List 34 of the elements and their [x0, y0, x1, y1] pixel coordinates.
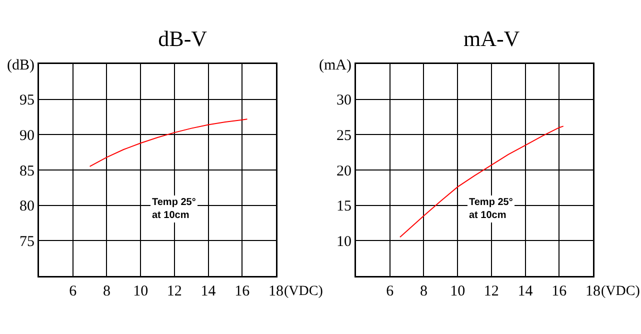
y-tick-label: (mA): [319, 57, 352, 74]
y-tick-label: 10: [336, 234, 352, 250]
x-tick-label: 18: [268, 284, 284, 300]
y-tick-label: 75: [20, 234, 34, 250]
x-axis-title: (VDC): [601, 284, 640, 299]
y-tick-label: 80: [20, 198, 34, 215]
x-tick-label: 18: [586, 284, 600, 300]
chart-title: dB-V: [158, 26, 208, 52]
y-tick-label: 90: [20, 128, 34, 144]
annotation: Temp 25° at 10cm: [152, 197, 196, 221]
y-tick-label: 95: [20, 92, 34, 109]
y-tick-label: 30: [336, 92, 352, 109]
y-tick-label: 20: [336, 163, 352, 180]
x-tick-label: 10: [450, 284, 466, 300]
x-tick-label: 16: [552, 284, 568, 300]
x-tick-label: 14: [200, 284, 216, 300]
y-tick-label: 25: [336, 128, 352, 144]
y-tick-label: (dB): [7, 57, 34, 74]
x-tick-label: 6: [386, 284, 394, 300]
x-axis-title: (VDC): [284, 284, 324, 299]
x-tick-label: 12: [166, 284, 182, 300]
y-tick-label: 15: [336, 198, 352, 215]
x-tick-label: 8: [102, 284, 110, 300]
annotation: Temp 25° at 10cm: [469, 197, 513, 221]
x-tick-label: 14: [518, 284, 534, 300]
y-tick-label: 85: [20, 163, 34, 180]
line-series: [89, 118, 248, 167]
x-tick-label: 8: [420, 284, 428, 300]
chart-title: mA-V: [463, 26, 520, 52]
x-tick-label: 12: [484, 284, 499, 300]
x-tick-label: 6: [69, 284, 78, 300]
x-tick-label: 10: [133, 284, 148, 300]
x-tick-label: 16: [234, 284, 250, 300]
line-series: [400, 126, 564, 238]
